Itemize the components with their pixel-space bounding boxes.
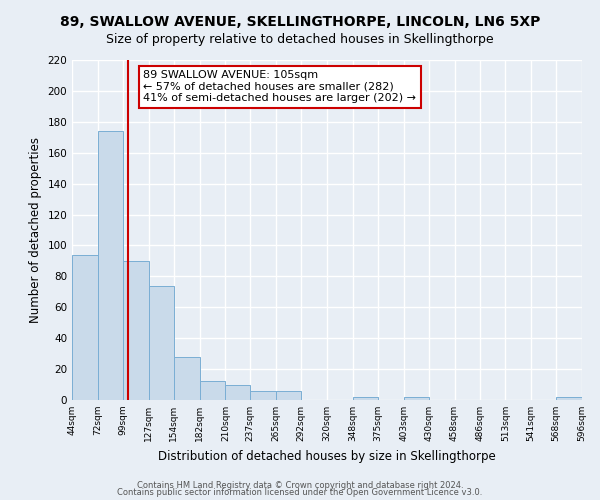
Text: Contains public sector information licensed under the Open Government Licence v3: Contains public sector information licen… bbox=[118, 488, 482, 497]
Text: Size of property relative to detached houses in Skellingthorpe: Size of property relative to detached ho… bbox=[106, 32, 494, 46]
Bar bbox=[149, 286, 173, 400]
Bar bbox=[199, 382, 226, 400]
Bar bbox=[250, 390, 276, 400]
Bar bbox=[226, 384, 250, 400]
Bar bbox=[353, 397, 378, 400]
X-axis label: Distribution of detached houses by size in Skellingthorpe: Distribution of detached houses by size … bbox=[158, 450, 496, 462]
Text: 89 SWALLOW AVENUE: 105sqm
← 57% of detached houses are smaller (282)
41% of semi: 89 SWALLOW AVENUE: 105sqm ← 57% of detac… bbox=[143, 70, 416, 103]
Bar bbox=[404, 397, 428, 400]
Text: 89, SWALLOW AVENUE, SKELLINGTHORPE, LINCOLN, LN6 5XP: 89, SWALLOW AVENUE, SKELLINGTHORPE, LINC… bbox=[60, 15, 540, 29]
Text: Contains HM Land Registry data © Crown copyright and database right 2024.: Contains HM Land Registry data © Crown c… bbox=[137, 480, 463, 490]
Bar bbox=[72, 254, 98, 400]
Bar bbox=[98, 131, 123, 400]
Bar bbox=[276, 390, 301, 400]
Y-axis label: Number of detached properties: Number of detached properties bbox=[29, 137, 42, 323]
Bar bbox=[556, 397, 582, 400]
Bar bbox=[173, 356, 199, 400]
Bar bbox=[123, 261, 149, 400]
